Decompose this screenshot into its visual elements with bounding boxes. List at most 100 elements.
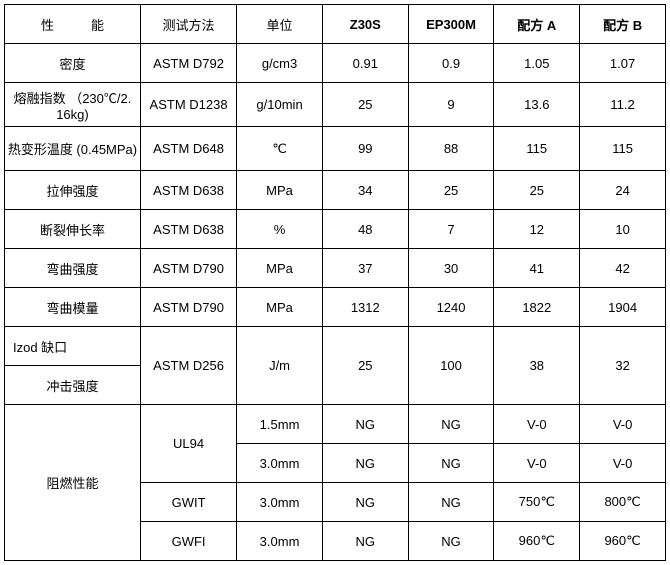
- cell-e: 88: [408, 127, 494, 171]
- cell-b: 1.07: [580, 44, 666, 83]
- cell-a: 1822: [494, 288, 580, 327]
- cell-a: 12: [494, 210, 580, 249]
- cell-unit: 3.0mm: [237, 522, 323, 561]
- cell-b: 10: [580, 210, 666, 249]
- cell-z: NG: [322, 405, 408, 444]
- row-flame-1: 阻燃性能 UL94 1.5mm NG NG V-0 V-0: [5, 405, 666, 444]
- cell-method: ASTM D638: [140, 171, 236, 210]
- cell-e: 9: [408, 83, 494, 127]
- cell-z: NG: [322, 483, 408, 522]
- cell-e: NG: [408, 483, 494, 522]
- cell-e: 100: [408, 327, 494, 405]
- cell-a: 13.6: [494, 83, 580, 127]
- header-property-text: 性 能: [29, 18, 116, 33]
- row-izod-1: Izod 缺口 ASTM D256 J/m 25 100 38 32: [5, 327, 666, 366]
- cell-e: 25: [408, 171, 494, 210]
- cell-b: 42: [580, 249, 666, 288]
- cell-method-gwfi: GWFI: [140, 522, 236, 561]
- cell-method: ASTM D638: [140, 210, 236, 249]
- header-z30s: Z30S: [322, 5, 408, 44]
- cell-prop-izod-notch: Izod 缺口: [5, 327, 141, 366]
- cell-e: NG: [408, 522, 494, 561]
- cell-b: 1904: [580, 288, 666, 327]
- cell-prop: 热变形温度 (0.45MPa): [5, 127, 141, 171]
- cell-method-gwit: GWIT: [140, 483, 236, 522]
- cell-method: ASTM D648: [140, 127, 236, 171]
- cell-b: V-0: [580, 444, 666, 483]
- cell-z: NG: [322, 522, 408, 561]
- cell-z: 25: [322, 83, 408, 127]
- cell-method: ASTM D790: [140, 288, 236, 327]
- cell-b: 115: [580, 127, 666, 171]
- cell-method-ul94: UL94: [140, 405, 236, 483]
- cell-prop: 密度: [5, 44, 141, 83]
- header-ep300m: EP300M: [408, 5, 494, 44]
- row-hdt: 热变形温度 (0.45MPa) ASTM D648 ℃ 99 88 115 11…: [5, 127, 666, 171]
- cell-prop-flame: 阻燃性能: [5, 405, 141, 561]
- cell-a: 750℃: [494, 483, 580, 522]
- cell-unit: MPa: [237, 171, 323, 210]
- header-unit: 单位: [237, 5, 323, 44]
- cell-e: NG: [408, 405, 494, 444]
- row-flex-modulus: 弯曲模量 ASTM D790 MPa 1312 1240 1822 1904: [5, 288, 666, 327]
- cell-z: 0.91: [322, 44, 408, 83]
- cell-e: 30: [408, 249, 494, 288]
- row-density: 密度 ASTM D792 g/cm3 0.91 0.9 1.05 1.07: [5, 44, 666, 83]
- cell-a: 41: [494, 249, 580, 288]
- header-formula-b: 配方 B: [580, 5, 666, 44]
- cell-unit: MPa: [237, 288, 323, 327]
- cell-prop: 断裂伸长率: [5, 210, 141, 249]
- cell-b: 800℃: [580, 483, 666, 522]
- cell-b: 11.2: [580, 83, 666, 127]
- cell-a: V-0: [494, 405, 580, 444]
- cell-method: ASTM D790: [140, 249, 236, 288]
- cell-unit: J/m: [237, 327, 323, 405]
- row-flex-strength: 弯曲强度 ASTM D790 MPa 37 30 41 42: [5, 249, 666, 288]
- cell-e: 7: [408, 210, 494, 249]
- cell-method: ASTM D256: [140, 327, 236, 405]
- cell-unit: MPa: [237, 249, 323, 288]
- cell-unit: 3.0mm: [237, 483, 323, 522]
- cell-unit: ℃: [237, 127, 323, 171]
- cell-method: ASTM D792: [140, 44, 236, 83]
- cell-e: 1240: [408, 288, 494, 327]
- cell-method: ASTM D1238: [140, 83, 236, 127]
- cell-a: V-0: [494, 444, 580, 483]
- header-property: 性 能: [5, 5, 141, 44]
- cell-prop: 熔融指数 （230℃/2. 16kg): [5, 83, 141, 127]
- cell-e: NG: [408, 444, 494, 483]
- row-elongation: 断裂伸长率 ASTM D638 % 48 7 12 10: [5, 210, 666, 249]
- cell-z: NG: [322, 444, 408, 483]
- cell-prop: 拉伸强度: [5, 171, 141, 210]
- cell-b: 32: [580, 327, 666, 405]
- cell-unit: %: [237, 210, 323, 249]
- cell-a: 115: [494, 127, 580, 171]
- header-formula-a: 配方 A: [494, 5, 580, 44]
- material-properties-table: 性 能 测试方法 单位 Z30S EP300M 配方 A 配方 B 密度 AST…: [4, 4, 666, 561]
- header-method: 测试方法: [140, 5, 236, 44]
- cell-z: 1312: [322, 288, 408, 327]
- cell-b: 24: [580, 171, 666, 210]
- cell-prop: 弯曲强度: [5, 249, 141, 288]
- table-header-row: 性 能 测试方法 单位 Z30S EP300M 配方 A 配方 B: [5, 5, 666, 44]
- cell-a: 960℃: [494, 522, 580, 561]
- cell-b: 960℃: [580, 522, 666, 561]
- cell-unit: g/10min: [237, 83, 323, 127]
- cell-z: 34: [322, 171, 408, 210]
- cell-z: 48: [322, 210, 408, 249]
- cell-z: 37: [322, 249, 408, 288]
- cell-e: 0.9: [408, 44, 494, 83]
- cell-unit: 3.0mm: [237, 444, 323, 483]
- cell-unit: 1.5mm: [237, 405, 323, 444]
- cell-a: 1.05: [494, 44, 580, 83]
- cell-prop: 弯曲模量: [5, 288, 141, 327]
- cell-z: 99: [322, 127, 408, 171]
- cell-z: 25: [322, 327, 408, 405]
- cell-a: 25: [494, 171, 580, 210]
- cell-unit: g/cm3: [237, 44, 323, 83]
- cell-b: V-0: [580, 405, 666, 444]
- row-mfi: 熔融指数 （230℃/2. 16kg) ASTM D1238 g/10min 2…: [5, 83, 666, 127]
- cell-a: 38: [494, 327, 580, 405]
- row-tensile: 拉伸强度 ASTM D638 MPa 34 25 25 24: [5, 171, 666, 210]
- cell-prop-impact: 冲击强度: [5, 366, 141, 405]
